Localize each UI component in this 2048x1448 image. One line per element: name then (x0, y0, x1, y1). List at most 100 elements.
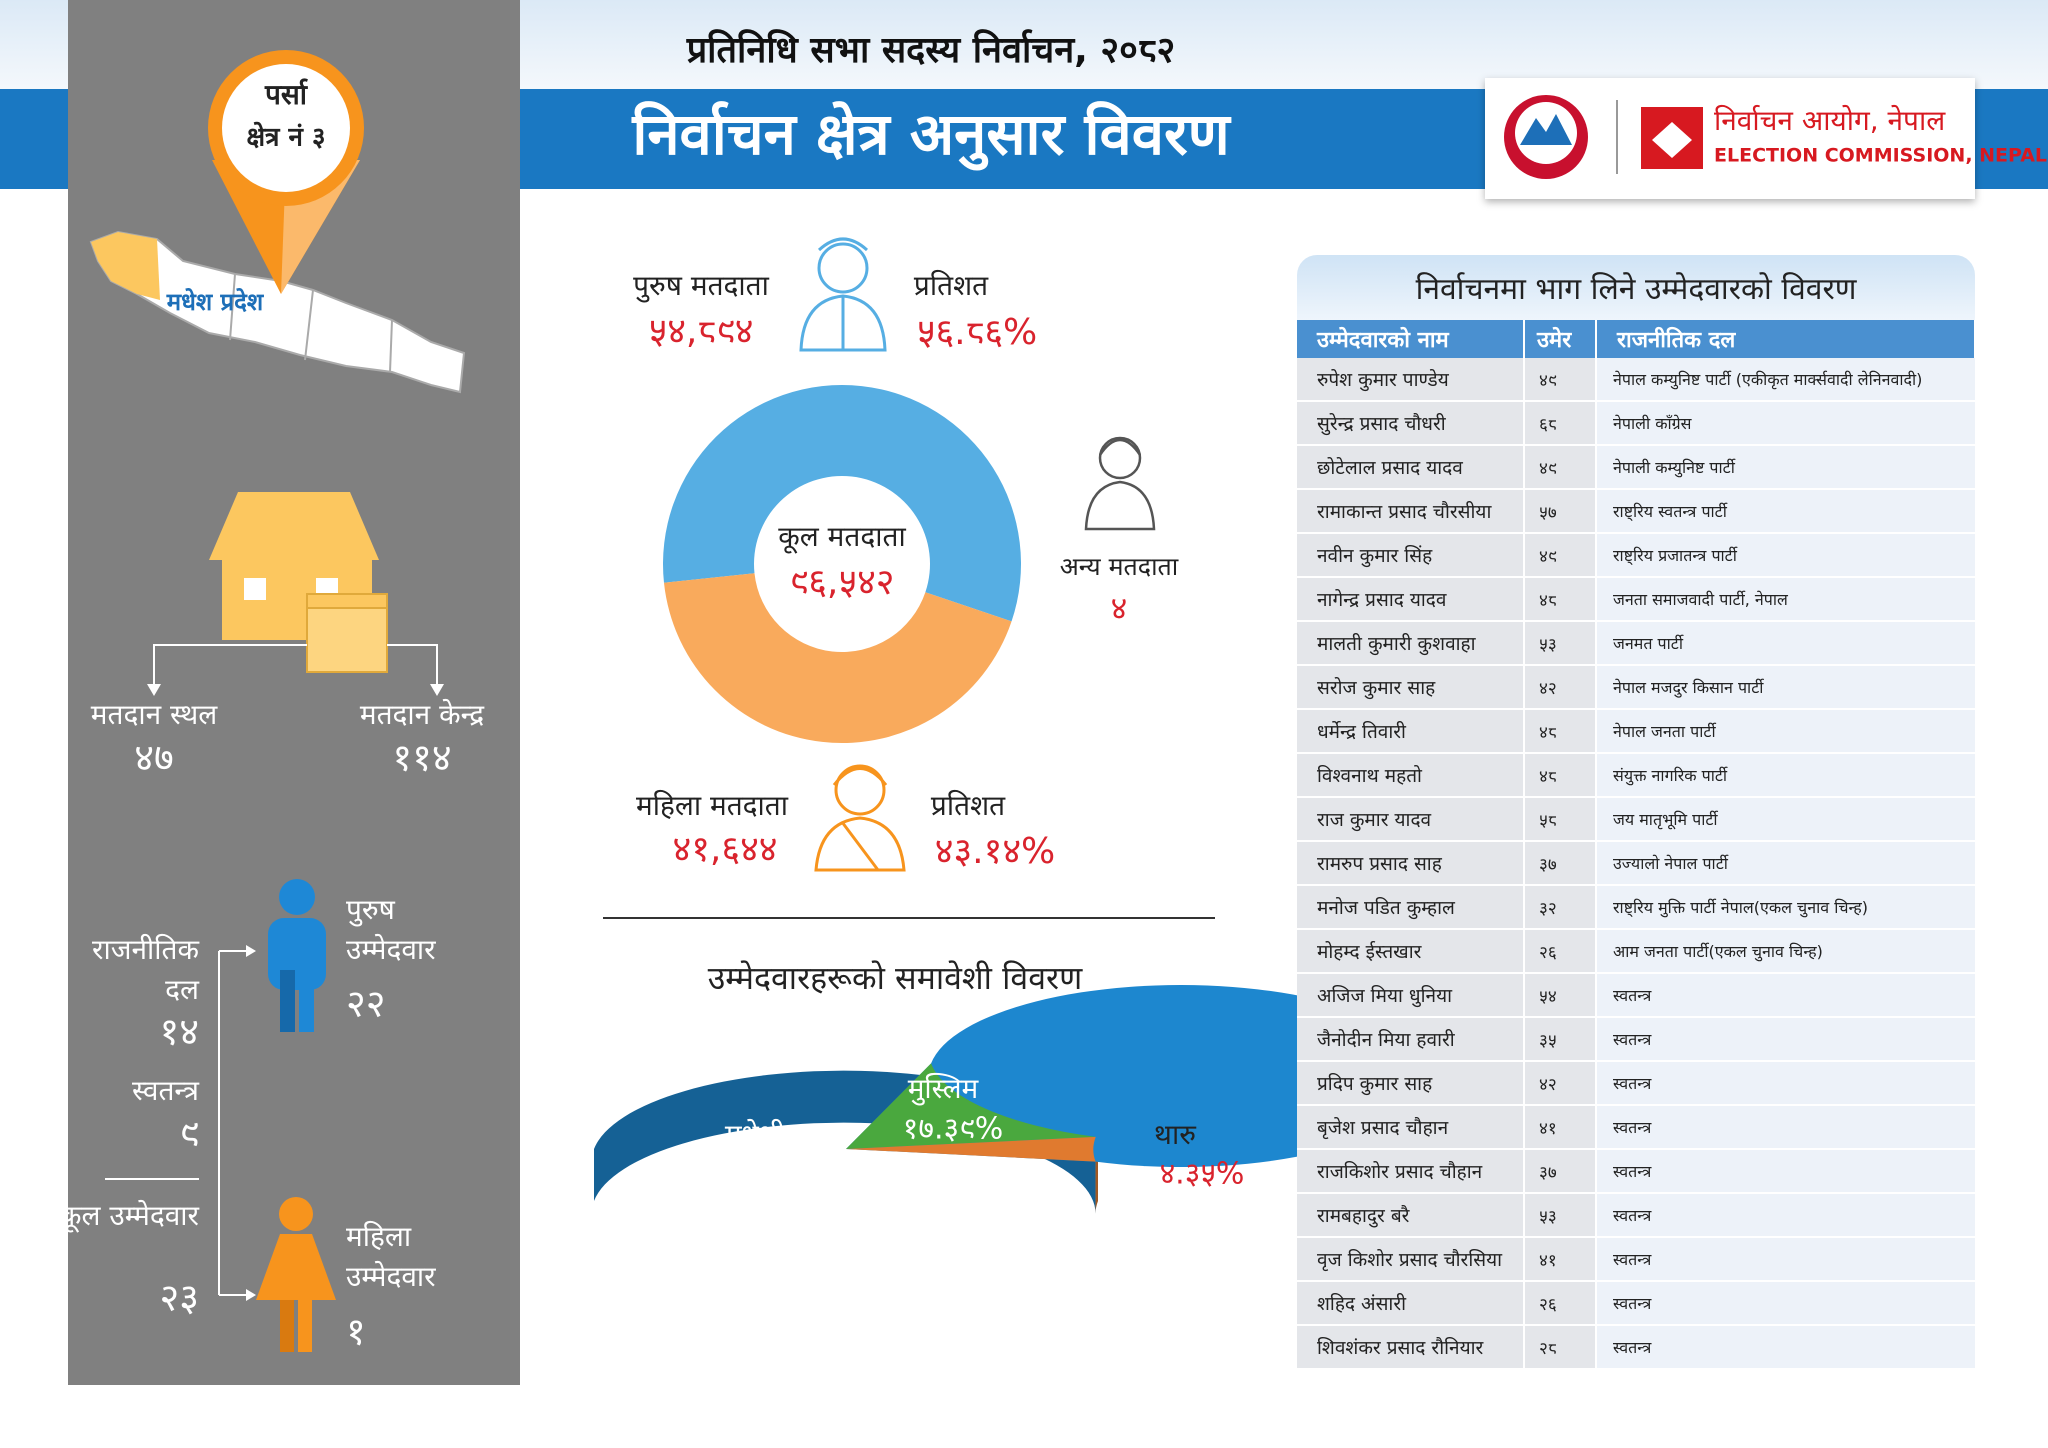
table-cell: जैनोदीन मिया हवारी (1297, 1017, 1525, 1062)
table-cell: नेपाल मजदुर किसान पार्टी (1596, 665, 1975, 710)
table-cell: ३७ (1524, 841, 1597, 886)
table-row: रामबहादुर बरै ५३ स्वतन्त्र (1297, 1193, 1975, 1238)
table-cell: ३२ (1524, 885, 1597, 930)
emblem-mountain (1520, 114, 1572, 145)
table-cell: राजकिशोर प्रसाद चौहान (1297, 1149, 1525, 1194)
table-cell: ५७ (1524, 489, 1597, 534)
male-label: पुरुष उम्मेदवार (346, 893, 436, 966)
party-count: १४ (159, 1010, 199, 1054)
independent-count: ९ (179, 1112, 199, 1156)
table-cell: रामबहादुर बरै (1297, 1193, 1525, 1238)
province: मधेश प्रदेश (166, 288, 265, 316)
table-row: राज कुमार यादव ५८ जय मातृभूमि पार्टी (1297, 797, 1975, 842)
female-voter-count: ४१,६४४ (672, 829, 777, 870)
column-header: राजनीतिक दल (1596, 320, 1976, 358)
percent-label: प्रतिशत (931, 789, 1006, 822)
female-figure-leg (298, 1300, 312, 1352)
pie-label: मुस्लिम (908, 1072, 980, 1106)
table-cell: प्रदिप कुमार साह (1297, 1061, 1525, 1106)
other-voter-label: अन्य मतदाता (1060, 552, 1179, 581)
map-borders (229, 273, 393, 373)
table-cell: २६ (1524, 929, 1597, 974)
total-count: २३ (159, 1276, 199, 1320)
pie-title: उम्मेदवारहरूको समावेशी विवरण (708, 959, 1083, 997)
table-cell: नेपाल जनता पार्टी (1596, 709, 1975, 754)
table-row: रामरुप प्रसाद साह ३७ उज्यालो नेपाल पार्टी (1297, 841, 1975, 886)
stations: ४७ (134, 736, 174, 780)
table-cell: शहिद अंसारी (1297, 1281, 1525, 1326)
table-cell: ५४ (1524, 973, 1597, 1018)
table-cell: ६८ (1524, 401, 1597, 446)
pie-label: थारु (1154, 1118, 1197, 1151)
candidate-table: निर्वाचनमा भाग लिने उम्मेदवारको विवरण उम… (1297, 255, 1976, 1370)
table-cell: रामाकान्त प्रसाद चौरसीया (1297, 489, 1525, 534)
table-row: रामाकान्त प्रसाद चौरसीया ५७ राष्ट्रिय स्वत… (1297, 489, 1975, 534)
male-voter-count: ५४,८९४ (648, 311, 753, 352)
table-cell: ३५ (1524, 1017, 1597, 1062)
subtitle: प्रतिनिधि सभा सदस्य निर्वाचन, २०८२ (686, 29, 1176, 71)
female-label: महिला उम्मेदवार (346, 1220, 436, 1293)
ballot-box-lid (306, 593, 388, 609)
house-window (244, 578, 266, 600)
female-voter-percent: ४३.१४% (935, 831, 1056, 872)
table-cell: जय मातृभूमि पार्टी (1596, 797, 1975, 842)
pie-value-label: ७८.२६% (705, 1160, 805, 1195)
table-cell: ५८ (1524, 797, 1597, 842)
constituency-number: क्षेत्र नं ३ (246, 122, 325, 153)
male-figure-leg (280, 970, 295, 1032)
table-cell: आम जनता पार्टी(एकल चुनाव चिन्ह) (1596, 929, 1975, 974)
house-roof (209, 492, 379, 560)
male-voter-label: पुरुष मतदाता (633, 269, 770, 303)
party-label: राजनीतिक दल (92, 933, 199, 1006)
table-cell: ४२ (1524, 1061, 1597, 1106)
table: उम्मेदवारको नाम उमेर राजनीतिक दल रुपेश क… (1297, 320, 1976, 1370)
table-title: निर्वाचनमा भाग लिने उम्मेदवारको विवरण (1297, 255, 1975, 320)
pie-value-label: ४.३५% (1160, 1157, 1245, 1192)
table-cell: ५३ (1524, 621, 1597, 666)
header-row: उम्मेदवारको नाम उमेर राजनीतिक दल (1297, 320, 1976, 358)
female-voter-icon (814, 764, 906, 872)
donut-center-value: ९६,५४२ (789, 562, 894, 603)
table-row: अजिज मिया धुनिया ५४ स्वतन्त्र (1297, 973, 1975, 1018)
pie-slice (846, 1136, 1096, 1162)
other-voter-icon (1084, 436, 1156, 531)
table-cell: ४९ (1524, 533, 1597, 578)
centers-label: मतदान केन्द्र (360, 698, 485, 731)
table-cell: ४८ (1524, 577, 1597, 622)
table-cell: ४९ (1524, 445, 1597, 490)
male-figure-leg (299, 970, 314, 1032)
table-cell: छोटेलाल प्रसाद यादव (1297, 445, 1525, 490)
male-voter-percent: ५६.८६% (917, 312, 1038, 353)
table-cell: स्वतन्त्र (1596, 1325, 1975, 1370)
table-cell: नागेन्द्र प्रसाद यादव (1297, 577, 1525, 622)
table-cell: स्वतन्त्र (1596, 1193, 1975, 1238)
donut-chart (663, 384, 1021, 743)
district: पर्सा (264, 78, 309, 111)
table-row: शिवशंकर प्रसाद रौनियार २८ स्वतन्त्र (1297, 1325, 1975, 1370)
table-row: धर्मेन्द्र तिवारी ४८ नेपाल जनता पार्टी (1297, 709, 1975, 754)
table-cell: मनोज पडित कुम्हाल (1297, 885, 1525, 930)
logo-text-np: निर्वाचन आयोग, नेपाल (1714, 104, 1946, 137)
table-cell: राष्ट्रिय मुक्ति पार्टी नेपाल(एकल चुनाव … (1596, 885, 1975, 930)
pie-value-label: १७.३९% (903, 1112, 1003, 1147)
logo-text-en: ELECTION COMMISSION, NEPAL (1714, 145, 2047, 167)
table-row: वृज किशोर प्रसाद चौरसिया ४१ स्वतन्त्र (1297, 1237, 1975, 1282)
table-row: नागेन्द्र प्रसाद यादव ४८ जनता समाजवादी पार… (1297, 577, 1975, 622)
table-cell: सरोज कुमार साह (1297, 665, 1525, 710)
table-row: सरोज कुमार साह ४२ नेपाल मजदुर किसान पार्टी (1297, 665, 1975, 710)
male-count: २२ (346, 982, 386, 1026)
table-cell: रामरुप प्रसाद साह (1297, 841, 1525, 886)
table-row: नवीन कुमार सिंह ४९ राष्ट्रिय प्रजातन्त्र प… (1297, 533, 1975, 578)
table-cell: नेपाली काँग्रेस (1596, 401, 1975, 446)
table-row: शहिद अंसारी २६ स्वतन्त्र (1297, 1281, 1975, 1326)
table-cell: संयुक्त नागरिक पार्टी (1596, 753, 1975, 798)
table-cell: राज कुमार यादव (1297, 797, 1525, 842)
table-cell: ४१ (1524, 1105, 1597, 1150)
total-label: कूल उम्मेदवार (60, 1199, 199, 1232)
table-cell: नवीन कुमार सिंह (1297, 533, 1525, 578)
column-header: उम्मेदवारको नाम (1297, 320, 1525, 358)
donut-center-label: कूल मतदाता (778, 520, 906, 554)
table-cell: वृज किशोर प्रसाद चौरसिया (1297, 1237, 1525, 1282)
table-row: राजकिशोर प्रसाद चौहान ३७ स्वतन्त्र (1297, 1149, 1975, 1194)
